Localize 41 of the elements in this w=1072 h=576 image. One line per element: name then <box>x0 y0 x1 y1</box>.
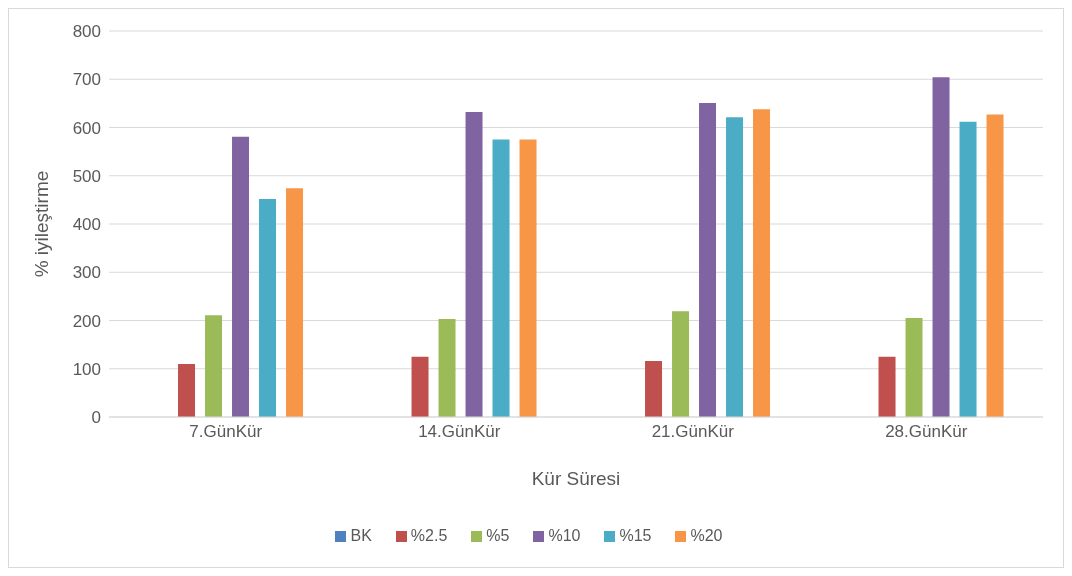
x-tick-label: 14.GünKür <box>418 422 501 442</box>
bar <box>259 198 277 417</box>
y-tick-label: 100 <box>72 359 101 379</box>
bar <box>286 188 304 417</box>
x-tick-label: 21.GünKür <box>651 422 735 442</box>
x-tick-label: 28.GünKür <box>885 422 968 442</box>
bar <box>753 109 771 417</box>
y-tick-label: 0 <box>91 408 101 428</box>
bar <box>519 139 537 417</box>
x-tick-label: 7.GünKür <box>189 422 263 442</box>
bar <box>932 77 950 417</box>
legend-label: %20 <box>690 527 723 544</box>
bar <box>959 121 977 417</box>
y-tick-label: 400 <box>72 215 101 235</box>
y-tick-label: 300 <box>72 263 101 283</box>
bar <box>726 117 744 417</box>
bar <box>905 318 923 417</box>
y-axis-title: % iyileştirme <box>30 170 52 278</box>
y-tick-label: 800 <box>72 22 101 42</box>
legend-label: %15 <box>619 527 652 544</box>
bar <box>205 315 223 417</box>
bar <box>672 311 690 417</box>
bar <box>232 136 250 417</box>
y-tick-label: 500 <box>72 166 101 186</box>
legend-label: %2.5 <box>410 527 448 544</box>
x-axis-title: Kür Süresi <box>531 468 621 489</box>
y-tick-label: 200 <box>72 311 101 331</box>
bar <box>178 363 196 417</box>
legend-label: %5 <box>486 527 510 544</box>
y-tick-label: 700 <box>72 70 101 90</box>
bar <box>465 112 483 417</box>
bar <box>986 114 1004 417</box>
legend-label: %10 <box>548 527 581 544</box>
bar <box>699 102 717 417</box>
y-tick-label: 600 <box>72 118 101 138</box>
bar <box>492 139 510 417</box>
bar <box>438 319 456 417</box>
bar <box>645 361 663 417</box>
legend-label: BK <box>350 527 372 544</box>
bar <box>411 356 429 417</box>
bar <box>878 356 896 417</box>
